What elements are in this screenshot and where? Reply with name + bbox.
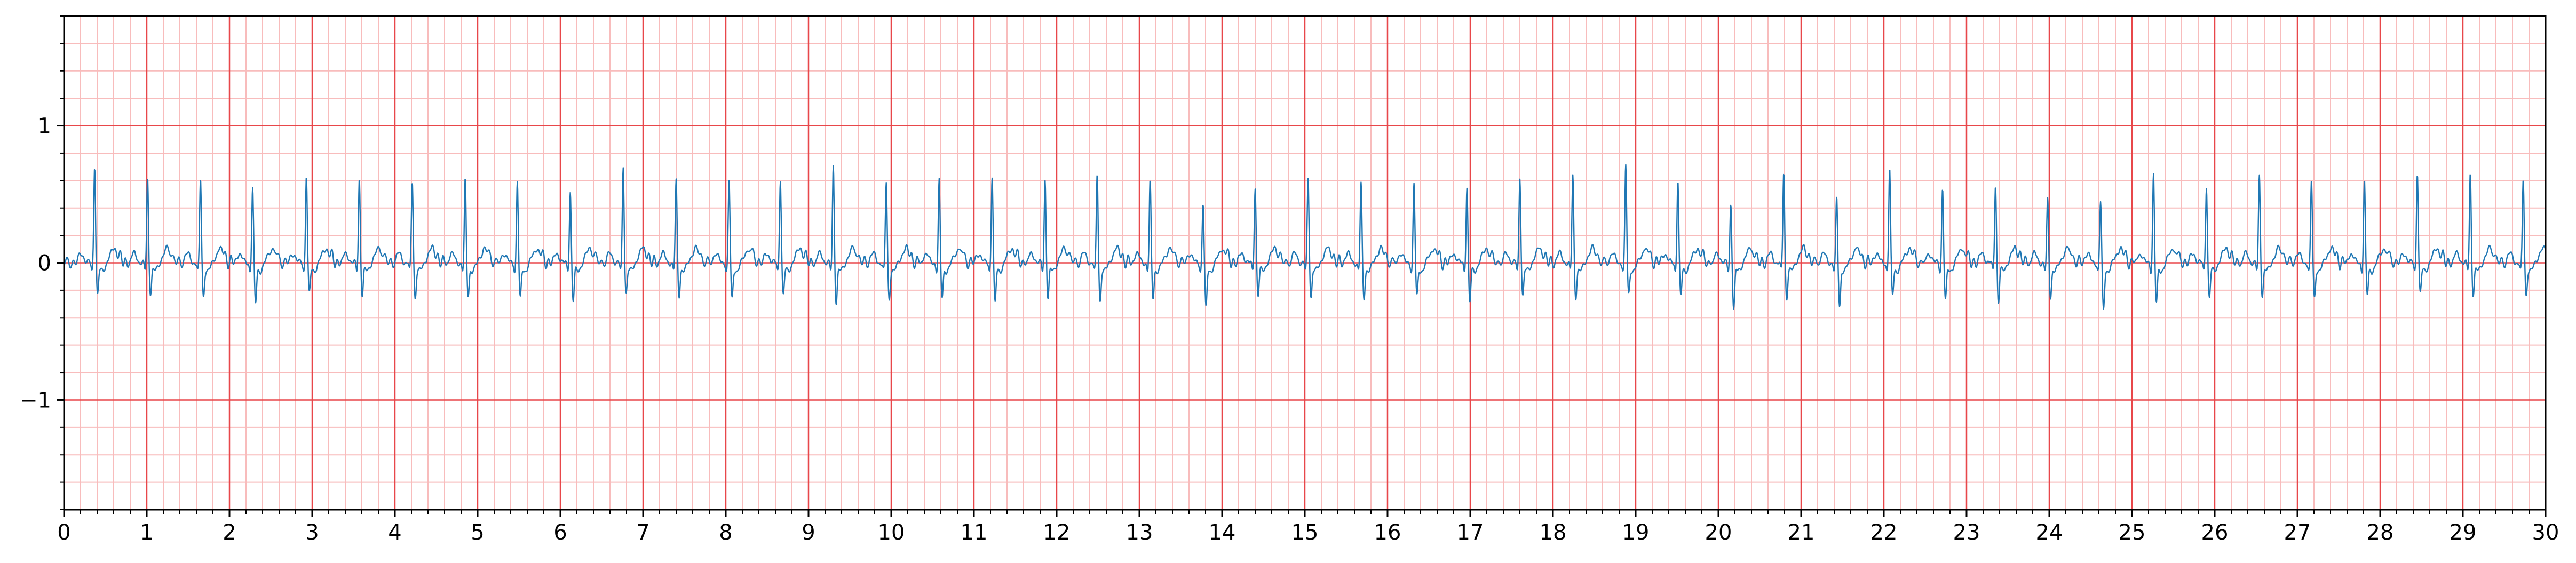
- y-axis: −1 0 1: [20, 15, 64, 510]
- x-tick-label: 16: [1374, 520, 1401, 545]
- x-tick-label: 7: [636, 520, 649, 545]
- x-tick-label: 22: [1870, 520, 1898, 545]
- x-tick-label: 20: [1705, 520, 1732, 545]
- x-tick-label: 26: [2201, 520, 2229, 545]
- x-tick-label: 25: [2119, 520, 2146, 545]
- x-tick-label: 15: [1291, 520, 1319, 545]
- x-tick-label: 0: [57, 520, 70, 545]
- x-tick-label: 5: [471, 520, 484, 545]
- x-tick-label: 13: [1126, 520, 1153, 545]
- x-tick-label: 8: [719, 520, 732, 545]
- x-tick-label: 28: [2367, 520, 2394, 545]
- x-tick-label: 23: [1953, 520, 1980, 545]
- x-tick-label: 14: [1209, 520, 1236, 545]
- x-tick-label: 2: [223, 520, 236, 545]
- x-tick-label: 12: [1043, 520, 1071, 545]
- plot-lines: [63, 164, 2547, 310]
- x-tick-label: 10: [878, 520, 905, 545]
- x-tick-label: 24: [2036, 520, 2063, 545]
- y-tick-label: 0: [38, 251, 51, 276]
- x-tick-label: 1: [140, 520, 153, 545]
- x-tick-label: 6: [553, 520, 567, 545]
- x-tick-label: 29: [2450, 520, 2477, 545]
- x-tick-label: 27: [2284, 520, 2311, 545]
- y-tick-label: 1: [38, 114, 51, 139]
- x-tick-label: 21: [1788, 520, 1815, 545]
- x-tick-label: 4: [388, 520, 401, 545]
- x-tick-label: 3: [305, 520, 319, 545]
- x-tick-label: 9: [802, 520, 815, 545]
- x-tick-label: 11: [961, 520, 988, 545]
- ecg-trace-line: [63, 164, 2547, 310]
- x-tick-label: 19: [1622, 520, 1650, 545]
- x-tick-label: 17: [1457, 520, 1484, 545]
- x-tick-label: 18: [1540, 520, 1567, 545]
- y-tick-label: −1: [20, 388, 51, 413]
- x-axis: 0 1 2 3 4 5 6 7 8 9 10 11 12 13 14 15 16 17 18 19 20 21 22 23 24…: [57, 510, 2559, 545]
- x-tick-label: 30: [2532, 520, 2559, 545]
